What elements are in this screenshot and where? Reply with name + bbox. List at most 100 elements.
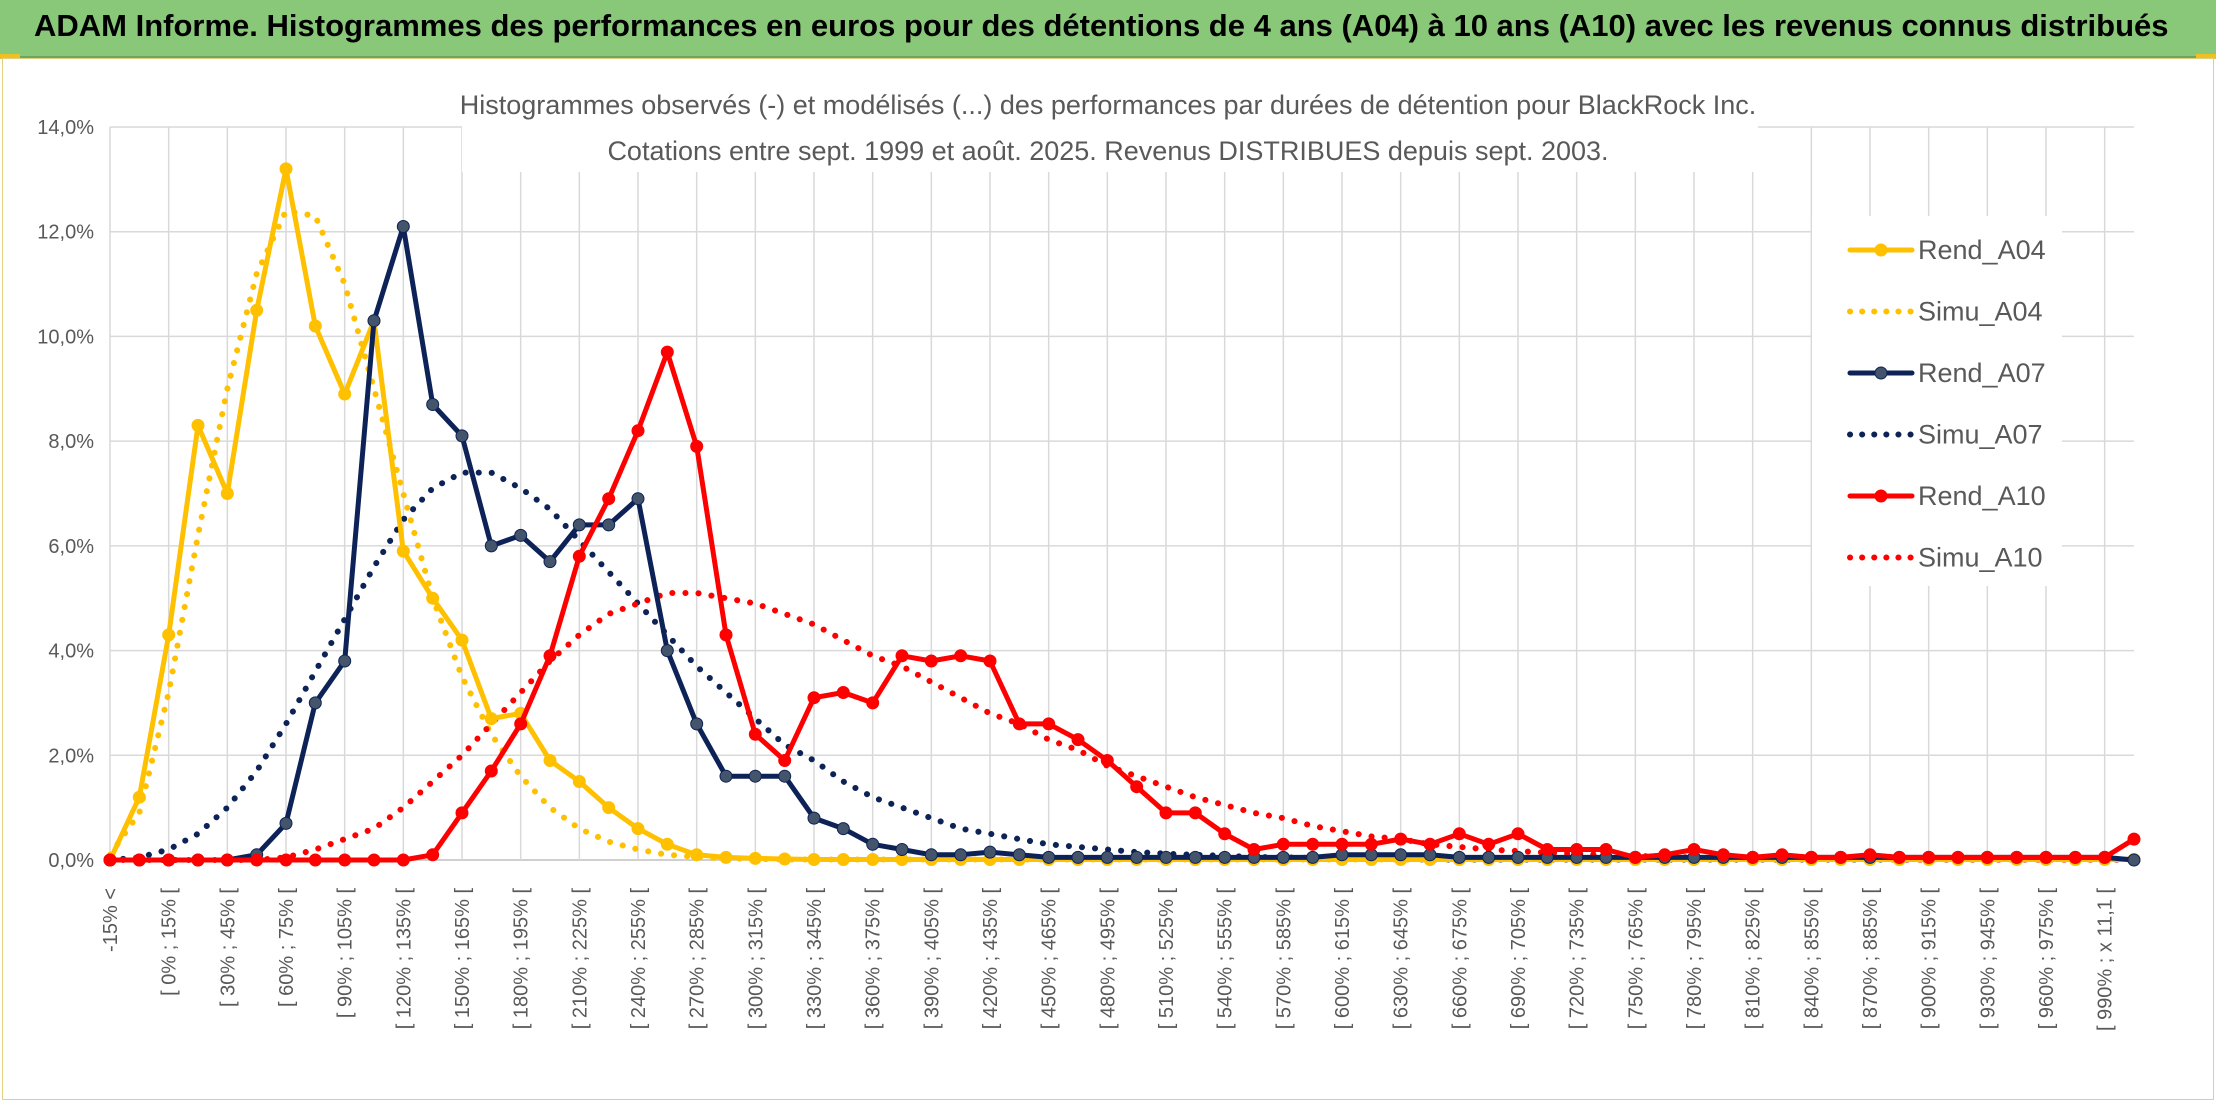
data-point <box>162 853 176 867</box>
data-point <box>895 649 909 663</box>
data-point <box>1570 843 1584 856</box>
data-point <box>2039 850 2053 864</box>
data-point <box>748 727 762 741</box>
y-tick-label: 0,0% <box>48 850 94 872</box>
data-point <box>1452 827 1466 841</box>
x-tick-label: [ 540% ; 555% [ <box>1215 888 1237 1030</box>
data-point <box>250 853 264 867</box>
legend-label: Simu_A07 <box>1918 420 2043 450</box>
legend-label: Rend_A04 <box>1918 235 2046 265</box>
chart-subtitle: Cotations entre sept. 1999 et août. 2025… <box>607 136 1608 166</box>
data-point <box>1276 850 1290 864</box>
data-point <box>631 424 645 438</box>
data-point <box>426 591 440 605</box>
data-point <box>1834 850 1848 864</box>
data-point <box>220 487 234 500</box>
data-point <box>983 654 997 668</box>
data-point <box>162 628 176 642</box>
data-point <box>484 539 498 553</box>
series-simu-a10 <box>107 590 2137 863</box>
data-point <box>514 528 528 542</box>
data-point <box>396 853 410 867</box>
data-point <box>484 764 498 778</box>
data-point <box>484 712 498 726</box>
data-point <box>1863 848 1877 862</box>
data-point <box>1482 837 1496 851</box>
y-tick-label: 6,0% <box>48 536 94 558</box>
data-point <box>279 162 293 176</box>
x-tick-label: [ 210% ; 225% [ <box>569 888 591 1030</box>
data-point <box>807 811 821 825</box>
data-point <box>367 314 381 328</box>
data-point <box>836 822 850 836</box>
legend: Rend_A04 Simu_A04 Rend_A07 Simu_A07 Rend_A10… <box>1812 216 2062 586</box>
x-tick-label: [ 570% ; 585% [ <box>1273 888 1295 1030</box>
data-point <box>191 853 205 867</box>
legend-item-rend-a04: Rend_A04 <box>1847 235 2046 265</box>
data-point <box>396 220 410 233</box>
data-point <box>690 717 704 731</box>
data-point <box>1188 850 1202 864</box>
x-tick-labels: -15% < [ 0% ; 15% [[ 30% ; 45% [[ 60% ; 7… <box>100 888 2117 1031</box>
data-point <box>338 387 352 401</box>
data-point <box>2098 850 2112 864</box>
data-point <box>1511 850 1525 864</box>
data-point <box>1658 848 1672 862</box>
data-point <box>660 837 674 851</box>
data-point <box>690 848 704 862</box>
data-point <box>1628 850 1642 864</box>
data-point <box>1276 837 1290 851</box>
banner-corner-left <box>0 54 20 59</box>
x-tick-label: [ 780% ; 795% [ <box>1684 888 1706 1030</box>
x-tick-label: [ 390% ; 405% [ <box>921 888 943 1030</box>
data-point <box>455 633 469 647</box>
data-point <box>308 696 322 710</box>
series-line <box>107 349 2137 863</box>
data-point <box>543 754 557 767</box>
data-point <box>954 848 968 862</box>
legend-label: Simu_A10 <box>1918 543 2043 573</box>
data-point <box>1042 717 1056 731</box>
data-point <box>1452 850 1466 864</box>
data-point <box>308 319 322 333</box>
data-point <box>719 628 733 642</box>
data-point <box>1951 850 1965 864</box>
x-tick-label: [ 870% ; 885% [ <box>1860 888 1882 1030</box>
y-tick-labels: 0,0% 2,0% 4,0% 6,0% 8,0% 10,0% 12,0% 14,0% <box>37 117 94 872</box>
data-point <box>1423 837 1437 851</box>
data-point <box>1511 827 1525 841</box>
data-point <box>895 843 909 856</box>
y-tick-label: 14,0% <box>37 117 94 139</box>
x-tick-label: [ 120% ; 135% [ <box>393 888 415 1030</box>
data-point <box>778 852 792 866</box>
y-tick-label: 8,0% <box>48 431 94 453</box>
data-point <box>1980 850 1994 864</box>
data-point <box>924 848 938 862</box>
data-point <box>1071 850 1085 864</box>
data-point <box>2010 850 2024 864</box>
data-point <box>367 853 381 867</box>
data-point <box>631 492 645 506</box>
data-point <box>602 492 616 506</box>
data-point <box>426 398 440 411</box>
data-point <box>1482 850 1496 864</box>
report-banner: ADAM Informe. Histogrammes des performan… <box>0 0 2216 58</box>
banner-corner-right <box>2196 54 2216 59</box>
data-point <box>543 649 557 663</box>
data-point <box>543 555 557 569</box>
y-tick-label: 2,0% <box>48 745 94 767</box>
data-point <box>807 853 821 866</box>
data-point <box>1130 850 1144 864</box>
data-point <box>866 853 880 866</box>
data-point <box>572 775 586 788</box>
data-point <box>1716 848 1730 862</box>
x-tick-label: [ 240% ; 255% [ <box>628 888 650 1030</box>
data-point <box>1540 843 1554 856</box>
data-point <box>1042 850 1056 864</box>
data-point <box>1188 806 1202 820</box>
legend-label: Rend_A10 <box>1918 481 2046 511</box>
data-point <box>866 696 880 710</box>
y-tick-label: 4,0% <box>48 641 94 663</box>
x-tick-label: [ 270% ; 285% [ <box>687 888 709 1030</box>
data-point <box>455 429 469 443</box>
